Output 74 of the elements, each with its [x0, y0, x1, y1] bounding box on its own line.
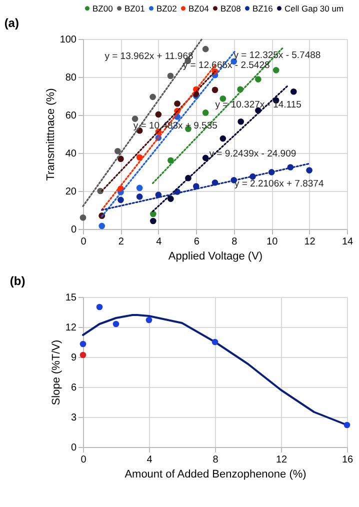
annotation: y = 2.2106x + 7.8374	[234, 178, 324, 190]
y-tick-label: 3	[70, 412, 77, 424]
point	[150, 210, 156, 218]
y-tick-label: 80	[65, 72, 77, 84]
x-tick-label: 6	[194, 236, 200, 248]
x-tick-label: 10	[266, 236, 278, 248]
point	[168, 157, 174, 164]
point	[167, 72, 174, 80]
point	[80, 340, 86, 348]
legend-label: Cell Gap 30 um	[284, 3, 344, 14]
chart-title: (a)	[4, 16, 19, 30]
point	[220, 96, 226, 102]
point	[238, 118, 244, 125]
x-axis-title: Applied Voltage (V)	[168, 250, 263, 262]
point	[212, 86, 218, 94]
y-tick-label: 100	[60, 34, 77, 46]
point	[220, 135, 226, 142]
y-tick-label: 20	[65, 186, 77, 198]
chart-title: (b)	[10, 274, 26, 288]
legend-label: BZ16	[252, 3, 274, 14]
point	[150, 94, 156, 100]
x-tick-label: 14	[342, 236, 354, 248]
point	[136, 184, 143, 192]
y-axis-title: Transmitttnace (%)	[44, 88, 57, 181]
x-tick-label: 8	[232, 236, 238, 248]
legend-label: BZ00	[92, 3, 114, 14]
point	[290, 88, 297, 95]
x-tick-label: 2	[118, 236, 124, 248]
point	[255, 76, 262, 82]
legend-label: BZ08	[220, 3, 242, 14]
point	[132, 116, 138, 122]
y-tick-label: 12	[65, 322, 77, 334]
point	[155, 111, 162, 118]
x-tick-label: 0	[80, 454, 87, 466]
y-tick-label: 0	[70, 224, 77, 236]
x-tick-label: 12	[304, 236, 316, 248]
point	[202, 46, 209, 52]
point	[212, 338, 218, 346]
y-tick-label: 0	[70, 442, 77, 454]
point	[118, 156, 124, 162]
point	[150, 218, 156, 224]
point	[306, 167, 312, 174]
x-tick-label: 4	[146, 454, 153, 466]
y-tick-label: 15	[65, 292, 77, 304]
point	[98, 222, 106, 230]
annotation: y = 10.327x - 14.115	[215, 99, 302, 110]
x-tick-label: 8	[212, 454, 219, 466]
x-tick-label: 16	[342, 454, 354, 466]
x-tick-label: 4	[156, 236, 162, 248]
y-tick-label: 40	[65, 148, 77, 160]
legend-label: BZ02	[156, 3, 178, 14]
point	[96, 304, 103, 310]
legend-label: BZ01	[124, 3, 146, 14]
y-tick-label: 60	[65, 110, 77, 122]
point	[174, 100, 180, 107]
x-tick-label: 0	[80, 236, 87, 248]
x-axis-title: Amount of Added Benzophenone (%)	[124, 468, 306, 480]
point	[344, 422, 350, 428]
y-tick-label: 9	[70, 352, 77, 364]
point	[146, 316, 152, 324]
point	[118, 196, 124, 204]
y-tick-label: 6	[70, 382, 77, 394]
point	[114, 148, 121, 154]
point	[80, 214, 86, 221]
point	[112, 320, 120, 328]
point	[202, 110, 209, 116]
y-axis-title: Slope (%T/V)	[50, 340, 62, 406]
point	[136, 194, 143, 200]
legend-label: BZ04	[188, 3, 210, 14]
x-tick-label: 12	[276, 454, 288, 466]
point	[80, 352, 86, 358]
point	[168, 196, 174, 202]
point	[272, 67, 280, 74]
point	[202, 154, 209, 162]
